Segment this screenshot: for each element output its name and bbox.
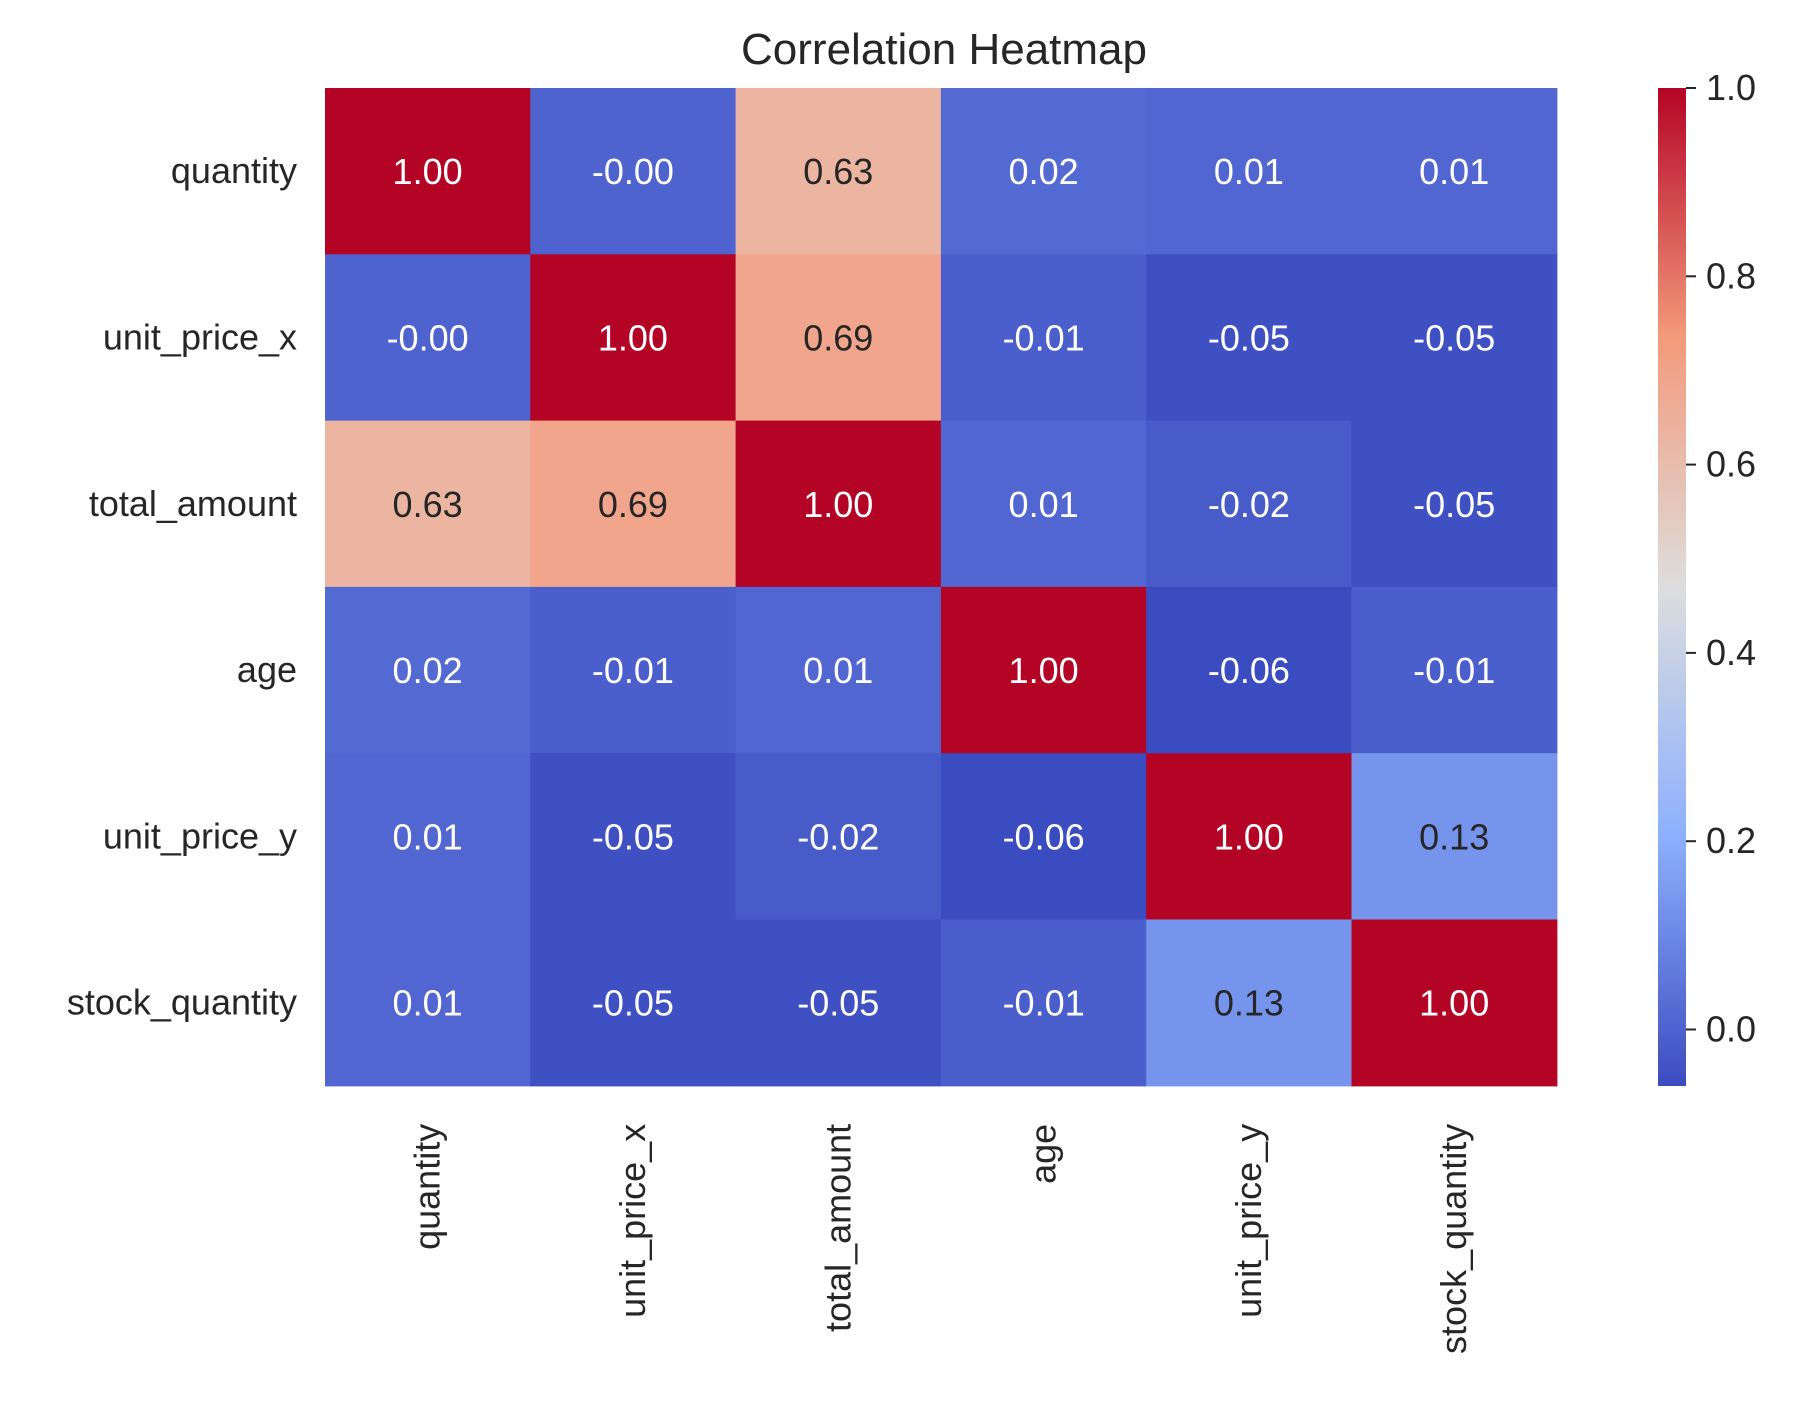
heatmap-cell (735, 753, 942, 921)
x-tick-label: total_amount (817, 1124, 858, 1332)
heatmap-cell-value: -0.05 (1208, 318, 1290, 359)
heatmap-cell-value: 0.01 (393, 816, 463, 857)
colorbar-tick-label: 0.2 (1706, 820, 1756, 861)
heatmap-cell (325, 753, 531, 921)
heatmap-cell (940, 919, 1147, 1087)
heatmap-cell-value: 1.00 (1009, 650, 1079, 691)
y-tick-label: quantity (171, 150, 297, 191)
colorbar: 0.0 0.2 0.4 0.6 0.8 1.0 (1658, 67, 1756, 1086)
colorbar-tick-label: 0.4 (1706, 632, 1756, 673)
heatmap-cell-value: -0.02 (797, 816, 879, 857)
heatmap-cell-value: -0.00 (592, 151, 674, 192)
heatmap-cell-value: 0.13 (1419, 816, 1489, 857)
heatmap-cell (325, 919, 531, 1087)
heatmap-cell (1146, 420, 1353, 588)
heatmap-cell (1351, 254, 1558, 422)
x-tick-label: unit_price_y (1228, 1124, 1269, 1318)
heatmap-cell-value: -0.01 (592, 650, 674, 691)
heatmap-cell-value: 0.69 (598, 484, 668, 525)
heatmap-cell-value: 0.01 (393, 983, 463, 1024)
heatmap-cell-value: 0.01 (803, 650, 873, 691)
heatmap-cell (735, 88, 942, 255)
heatmap-cell (940, 586, 1147, 754)
heatmap-cell-value: 0.13 (1214, 983, 1284, 1024)
heatmap-cell-value: 0.01 (1009, 484, 1079, 525)
heatmap-cell (735, 420, 942, 588)
heatmap-cell-value: -0.01 (1003, 983, 1085, 1024)
heatmap-cell-value: 0.02 (1009, 151, 1079, 192)
heatmap-cell-value: 0.01 (1214, 151, 1284, 192)
x-tick-label: stock_quantity (1433, 1124, 1474, 1354)
heatmap-cell (1146, 753, 1353, 921)
heatmap-cell (325, 254, 531, 422)
heatmap-cell (530, 586, 737, 754)
x-tick-label: age (1023, 1124, 1064, 1184)
heatmap-cell-value: 1.00 (598, 318, 668, 359)
heatmap-cell (530, 753, 737, 921)
heatmap-cell (940, 88, 1147, 255)
heatmap-cell-value: -0.06 (1208, 650, 1290, 691)
heatmap-cell (1146, 254, 1353, 422)
heatmap-cell (325, 88, 531, 255)
y-tick-label: age (237, 649, 297, 690)
heatmap-cell-value: -0.01 (1003, 318, 1085, 359)
heatmap-cell (1146, 919, 1353, 1087)
heatmap-cell (1146, 88, 1353, 255)
heatmap-cell-value: -0.05 (1413, 318, 1495, 359)
heatmap-cell (325, 420, 531, 588)
heatmap-cell-value: -0.02 (1208, 484, 1290, 525)
heatmap-cell-value: 0.69 (803, 318, 873, 359)
y-tick-label: unit_price_y (103, 815, 297, 856)
heatmap-cell-value: -0.00 (387, 318, 469, 359)
y-tick-label: total_amount (89, 483, 297, 524)
colorbar-tick-label: 1.0 (1706, 67, 1756, 108)
heatmap-cell-value: 0.01 (1419, 151, 1489, 192)
heatmap-cell (1351, 919, 1558, 1087)
colorbar-tick-label: 0.8 (1706, 255, 1756, 296)
y-tick-label: unit_price_x (103, 317, 297, 358)
colorbar-tick-label: 0.6 (1706, 444, 1756, 485)
y-tick-label: stock_quantity (67, 982, 297, 1023)
heatmap-cells (325, 88, 1558, 1087)
colorbar-tick-label: 0.0 (1706, 1009, 1756, 1050)
heatmap-cell-value: 1.00 (1214, 816, 1284, 857)
heatmap-cell-labels: 1.00 -0.00 0.63 0.02 0.01 0.01 -0.00 1.00 0.69 -0… (387, 151, 1496, 1023)
heatmap-cell (325, 586, 531, 754)
heatmap-cell-value: 0.63 (803, 151, 873, 192)
heatmap-cell (530, 919, 737, 1087)
heatmap-cell (940, 420, 1147, 588)
heatmap-cell-value: 0.63 (393, 484, 463, 525)
heatmap-cell (940, 254, 1147, 422)
heatmap-cell-value: 1.00 (393, 151, 463, 192)
heatmap-cell-value: -0.05 (797, 983, 879, 1024)
heatmap-cell (530, 88, 737, 255)
chart-title: Correlation Heatmap (741, 25, 1147, 74)
x-tick-label: quantity (407, 1124, 448, 1250)
heatmap-cell-value: -0.06 (1003, 816, 1085, 857)
heatmap-cell (940, 753, 1147, 921)
heatmap-cell-value: 1.00 (1419, 983, 1489, 1024)
heatmap-cell (735, 919, 942, 1087)
heatmap-cell (735, 254, 942, 422)
heatmap-cell-value: 0.02 (393, 650, 463, 691)
heatmap-cell (1351, 420, 1558, 588)
heatmap-cell (1351, 88, 1558, 255)
heatmap-cell-value: 1.00 (803, 484, 873, 525)
heatmap-cell-value: -0.01 (1413, 650, 1495, 691)
colorbar-gradient (1658, 88, 1686, 1086)
heatmap-cell-value: -0.05 (592, 983, 674, 1024)
heatmap-cell (1146, 586, 1353, 754)
heatmap-cell (530, 420, 737, 588)
heatmap-cell (735, 586, 942, 754)
heatmap-cell-value: -0.05 (1413, 484, 1495, 525)
heatmap-cell (1351, 586, 1558, 754)
heatmap-cell (1351, 753, 1558, 921)
heatmap-cell (530, 254, 737, 422)
x-axis-tick-labels: quantity unit_price_x total_amount age unit_… (407, 1124, 1475, 1354)
x-tick-label: unit_price_x (612, 1124, 653, 1318)
heatmap-cell-value: -0.05 (592, 816, 674, 857)
